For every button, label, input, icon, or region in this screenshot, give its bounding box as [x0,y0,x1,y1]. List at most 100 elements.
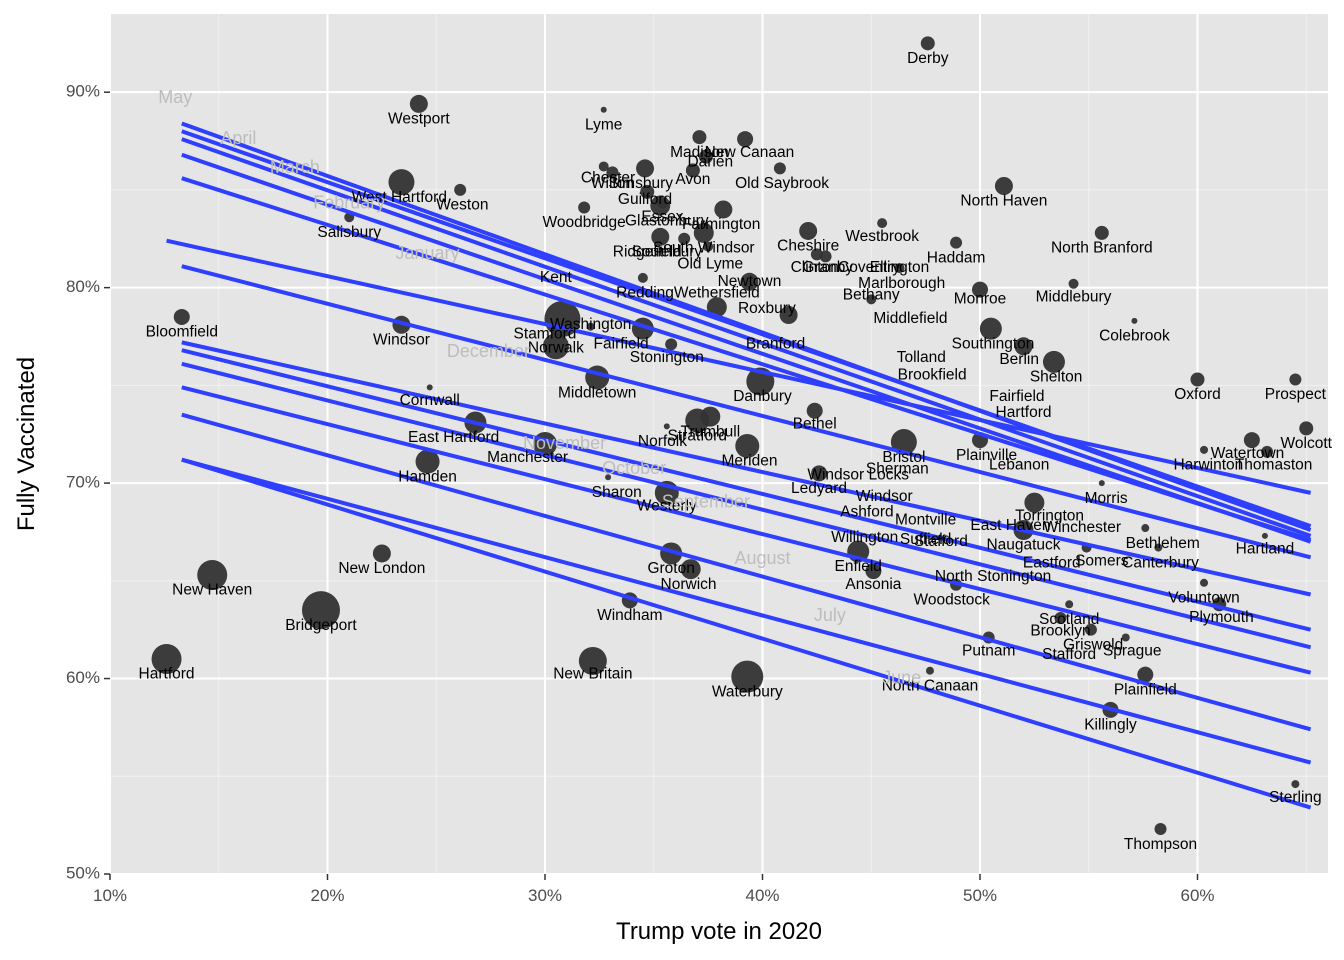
town-label: Essex [641,208,683,225]
data-point [151,644,182,674]
town-label: Wolcott [1281,435,1333,452]
town-label: Southbury [631,244,702,261]
town-label: Woodbridge [542,214,625,231]
town-label: Norfolk [638,433,687,450]
town-label: Suffield [900,531,951,548]
town-label: Berlin [999,351,1039,368]
trend-line [181,152,1312,544]
month-label: August [734,548,790,568]
town-label: Groton [647,560,694,577]
data-point [1200,445,1209,454]
trend-line [181,412,1312,732]
town-label: Ledyard [791,480,847,497]
town-label: Simsbury [608,175,673,192]
town-label: North Stonington [935,568,1051,585]
data-point [1042,350,1065,373]
town-label: Windsor [856,488,913,505]
data-point [994,177,1013,195]
data-point [890,429,917,456]
data-point [1131,317,1138,324]
data-point [598,161,609,172]
y-tick-label: 80% [66,277,100,296]
town-label: Granby [802,259,853,276]
x-tick-label: 30% [528,886,562,905]
data-point [372,544,391,563]
town-label: East Haven [970,517,1050,534]
data-point [1289,373,1302,386]
month-label: October [602,458,666,478]
town-label: Brooklyn [1030,623,1090,640]
town-label: Somers [1075,552,1129,569]
town-label: Westerly [637,498,697,515]
town-label: Old Lyme [677,255,743,272]
town-label: West Hartford [352,189,447,206]
month-label: April [220,128,256,148]
data-point [693,222,714,243]
town-label: Guilford [618,191,672,208]
data-point [605,474,612,481]
data-point [542,333,569,360]
town-label: Harwinton [1173,457,1243,474]
data-point [706,297,727,318]
town-label: Brookfield [898,367,967,384]
data-point [1154,543,1163,552]
town-label: Monroe [954,290,1007,307]
month-labels: May April March February January December Nove… [158,87,921,688]
town-label: Farmington [682,216,760,233]
town-label: Norwalk [528,339,584,356]
town-label: Marlborough [858,275,945,292]
town-label: Eastford [1023,554,1081,571]
town-label: Sharon [592,484,642,501]
town-label: Woodstock [914,591,991,608]
town-label: Kent [540,269,573,286]
town-label: Haddam [927,249,986,266]
town-label: Enfield [834,558,881,575]
data-point [1154,823,1167,836]
town-label: Middlefield [873,310,947,327]
town-label: Plainfield [1114,681,1177,698]
data-point [819,250,832,263]
town-label: East Hartford [408,429,499,446]
data-point [1200,578,1209,587]
data-point [799,221,818,240]
town-label: Cheshire [777,238,839,255]
data-point [1094,225,1109,240]
town-label: Stonington [630,349,704,366]
town-label: Willington [831,529,898,546]
data-point [877,218,888,229]
town-label: Ashford [840,504,893,521]
month-label: June [882,667,921,687]
y-tick-label: 90% [66,82,100,101]
data-point [779,306,798,324]
town-label: Bridgeport [285,617,357,634]
town-label: Trumbull [680,423,740,440]
town-label: Meriden [721,453,777,470]
town-label: Tolland [897,349,946,366]
town-label: Plainville [956,447,1017,464]
data-point [454,183,467,196]
data-point [703,241,714,252]
data-point [680,559,701,580]
town-label: Shelton [1030,369,1083,386]
town-label: Stratford [668,427,727,444]
town-label: Watertown [1211,445,1285,462]
data-point [920,36,935,51]
trend-line [166,238,1312,495]
town-label: Ridgefield [613,244,682,261]
data-point [637,272,648,283]
x-tick-label: 50% [963,886,997,905]
town-label: Morris [1085,490,1128,507]
data-point [698,149,713,164]
town-label: Fairfield [989,388,1044,405]
town-label: Madison [670,144,729,161]
town-label: Montville [895,511,956,528]
town-label: Windsor Locks [807,466,909,483]
data-point [640,184,655,199]
town-label: Stafford [1042,646,1096,663]
data-point [1024,492,1045,513]
town-label: Manchester [487,449,568,466]
town-label: Naugatuck [986,537,1060,554]
town-label: Stafford [914,533,968,550]
y-axis-ticks: 50% 60% 70% 80% 90% [66,82,110,882]
